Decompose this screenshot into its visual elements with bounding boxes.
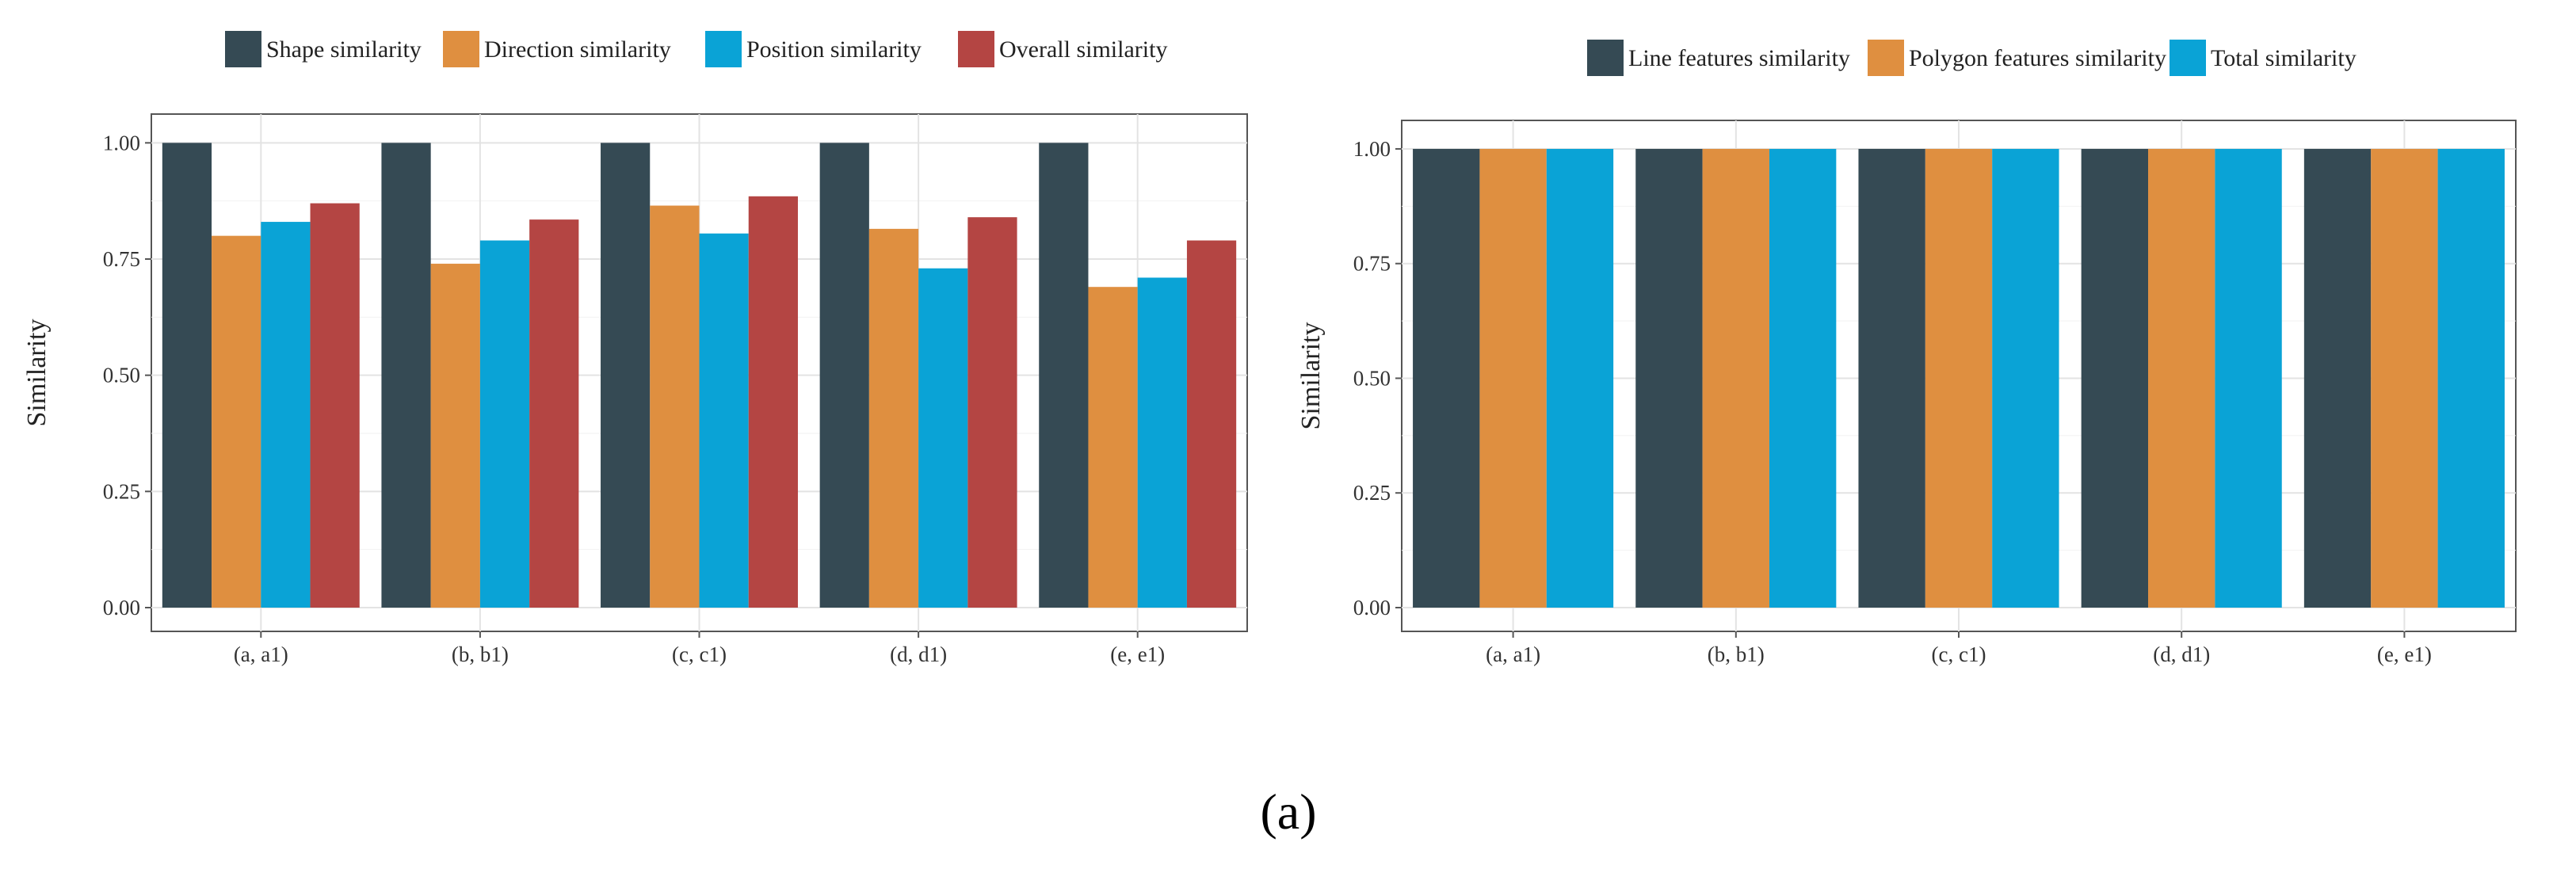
x-tick-label: (a, a1) <box>234 642 288 666</box>
legend-swatch <box>2170 40 2206 76</box>
bar-1-3-4 <box>748 196 798 608</box>
bar-2-2-2 <box>1702 148 1769 608</box>
bar-2-5-1 <box>2303 148 2372 608</box>
chart-panel-2: 0.00 0.25 0.50 0.75 1.00 (a, a1) (b, b1) (c, c1… <box>1296 40 2517 666</box>
y-tick-label: 0.50 <box>1353 366 1391 390</box>
legend-label: Direction similarity <box>484 36 671 63</box>
bar-2-2-3 <box>1769 148 1837 608</box>
x-tick-label: (d, d1) <box>890 642 947 666</box>
legend-swatch <box>225 31 261 67</box>
x-tick-label: (c, c1) <box>672 642 727 666</box>
bar-2-2-1 <box>1635 148 1703 608</box>
legend-label: Polygon features similarity <box>1909 45 2166 71</box>
x-tick-label: (e, e1) <box>2377 642 2432 666</box>
legend-swatch <box>1587 40 1624 76</box>
bar-1-5-1 <box>1039 143 1089 608</box>
bar-1-3-2 <box>650 205 700 608</box>
bar-1-3-3 <box>699 233 749 608</box>
x-tick-label: (e, e1) <box>1110 642 1165 666</box>
bar-1-1-3 <box>261 222 311 608</box>
legend-swatch <box>705 31 742 67</box>
bar-1-1-1 <box>162 143 212 608</box>
chart-panel-1: 0.00 0.25 0.50 0.75 1.00 (a, a1) (b, b1) (c, c1… <box>22 31 1248 666</box>
bar-1-5-2 <box>1088 287 1138 608</box>
x-tick-label: (b, b1) <box>1708 642 1765 666</box>
bar-1-4-1 <box>819 143 869 608</box>
y-tick-label: 0.75 <box>103 247 140 271</box>
bar-1-2-1 <box>381 143 431 608</box>
bar-1-5-4 <box>1186 240 1237 608</box>
bar-1-2-2 <box>430 263 480 608</box>
x-tick-label: (d, d1) <box>2153 642 2210 666</box>
bar-1-3-1 <box>601 143 651 608</box>
bar-2-4-2 <box>2148 148 2215 608</box>
bar-2-1-2 <box>1479 148 1547 608</box>
legend-label: Total similarity <box>2211 45 2357 71</box>
legend-label: Line features similarity <box>1628 45 1850 71</box>
bar-2-3-2 <box>1925 148 1993 608</box>
legend-swatch <box>1868 40 1904 76</box>
legend-swatch <box>443 31 479 67</box>
x-tick-label: (b, b1) <box>452 642 509 666</box>
y-tick-label: 1.00 <box>1353 137 1391 161</box>
bar-1-1-4 <box>310 203 360 608</box>
bar-1-1-2 <box>212 235 261 608</box>
legend-label: Position similarity <box>746 36 922 63</box>
legend-label: Overall similarity <box>999 36 1167 63</box>
bar-2-3-3 <box>1992 148 2059 608</box>
bar-1-4-2 <box>868 228 919 608</box>
bar-1-2-3 <box>479 240 530 608</box>
x-tick-label: (a, a1) <box>1486 642 1540 666</box>
bar-1-4-3 <box>918 268 968 608</box>
bar-2-5-3 <box>2437 148 2505 608</box>
bar-1-5-3 <box>1137 277 1187 608</box>
bar-2-1-3 <box>1546 148 1614 608</box>
bar-2-5-2 <box>2371 148 2438 608</box>
legend-label: Shape similarity <box>266 36 422 63</box>
legend-swatch <box>958 31 994 67</box>
y-tick-label: 0.25 <box>103 479 140 503</box>
y-tick-label: 1.00 <box>103 131 140 154</box>
y-tick-label: 0.50 <box>103 364 140 387</box>
bar-1-4-4 <box>967 217 1017 608</box>
bar-2-3-1 <box>1858 148 1925 608</box>
panel-caption: (a) <box>1260 783 1316 840</box>
bar-2-1-1 <box>1413 148 1480 608</box>
legend: Shape similarity Direction similarity Posi… <box>225 31 1167 67</box>
y-tick-label: 0.25 <box>1353 481 1391 505</box>
legend: Line features similarity Polygon features… <box>1587 40 2357 76</box>
y-tick-label: 0.75 <box>1353 252 1391 276</box>
y-tick-label: 0.00 <box>1353 596 1391 619</box>
y-tick-label: 0.00 <box>103 596 140 619</box>
x-tick-label: (c, c1) <box>1932 642 1986 666</box>
bar-1-2-4 <box>529 219 579 608</box>
bar-2-4-1 <box>2081 148 2149 608</box>
y-axis-title: Similarity <box>1296 322 1326 430</box>
bar-2-4-3 <box>2215 148 2282 608</box>
y-axis-title: Similarity <box>22 319 52 427</box>
